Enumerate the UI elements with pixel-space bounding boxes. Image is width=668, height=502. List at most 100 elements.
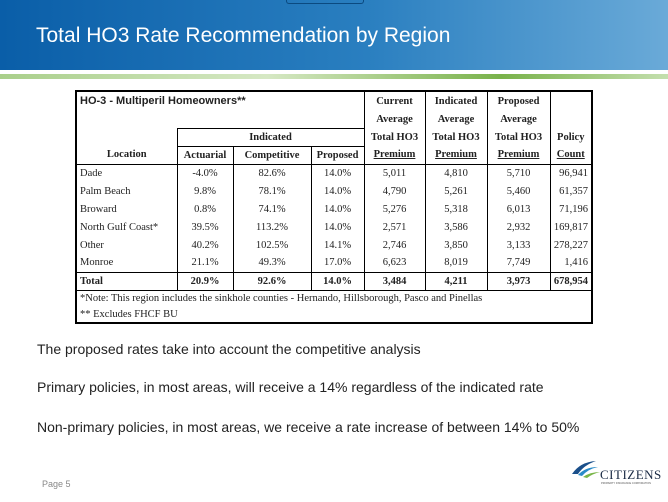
page-number: Page 5 <box>42 479 71 489</box>
header-cell: Current <box>363 92 425 110</box>
value-cell: 8,019 <box>424 254 487 272</box>
header-cell: Count <box>549 146 591 164</box>
total-row: Total 20.9% 92.6% 14.0% 3,484 4,211 3,973 678,9… <box>77 272 591 290</box>
header-cell: Location <box>106 149 147 161</box>
table-row: Broward 0.8% 74.1% 14.0% 5,276 5,318 6,013 71,1… <box>77 200 591 218</box>
value-cell: 2,571 <box>363 218 425 236</box>
header-cell: Indicated <box>424 92 487 110</box>
value-cell: 3,850 <box>424 236 487 254</box>
header-cell: Average <box>486 110 550 128</box>
header-cell: Proposed <box>486 92 550 110</box>
header-cell: Premium <box>486 146 550 164</box>
value-cell: 5,276 <box>363 200 425 218</box>
slide-header: Total HO3 Rate Recommendation by Region <box>0 0 668 70</box>
header-cell: Indicated <box>176 127 364 146</box>
value-cell: 4,211 <box>424 272 487 290</box>
location-cell: North Gulf Coast* <box>80 221 159 233</box>
table-row: North Gulf Coast* 39.5% 113.2% 14.0% 2,571 3,… <box>77 218 591 236</box>
value-cell: 17.0% <box>310 254 364 272</box>
header-cell: Total HO3 <box>486 128 550 146</box>
value-cell: 3,586 <box>424 218 487 236</box>
table-row: Dade -4.0% 82.6% 14.0% 5,011 4,810 5,710 96,941 <box>77 164 591 182</box>
value-cell: 6,623 <box>363 254 425 272</box>
value-cell: 5,318 <box>424 200 487 218</box>
value-cell: 169,817 <box>549 218 591 236</box>
value-cell: 278,227 <box>549 236 591 254</box>
value-cell: 40.2% <box>176 236 233 254</box>
footnote: ** Excludes FHCF BU <box>80 308 178 320</box>
location-cell: Monroe <box>80 257 114 269</box>
value-cell: 3,973 <box>486 272 550 290</box>
value-cell: 678,954 <box>549 272 591 290</box>
table-row: Other 40.2% 102.5% 14.1% 2,746 3,850 3,133 278,… <box>77 236 591 254</box>
value-cell: 14.0% <box>310 272 364 290</box>
value-cell: 39.5% <box>176 218 233 236</box>
value-cell: 3,133 <box>486 236 550 254</box>
value-cell: 4,790 <box>363 182 425 200</box>
header-row-1: HO-3 - Multiperil Homeowners** Current I… <box>77 92 591 110</box>
table-row: Palm Beach 9.8% 78.1% 14.0% 4,790 5,261 5,460 6… <box>77 182 591 200</box>
value-cell: 96,941 <box>549 164 591 182</box>
value-cell: 9.8% <box>176 182 233 200</box>
rate-table: HO-3 - Multiperil Homeowners** Current I… <box>75 90 593 324</box>
footnote: *Note: This region includes the sinkhole… <box>80 292 483 304</box>
value-cell: 4,810 <box>424 164 487 182</box>
header-cell: Average <box>363 110 425 128</box>
header-row-3: Indicated Total HO3 Total HO3 Total HO3 … <box>77 127 591 146</box>
value-cell: 5,261 <box>424 182 487 200</box>
table-caption: HO-3 - Multiperil Homeowners** <box>80 95 246 107</box>
value-cell: 102.5% <box>232 236 311 254</box>
header-cell: Competitive <box>232 145 311 164</box>
header-tab <box>286 0 364 4</box>
header-cell: Average <box>424 110 487 128</box>
value-cell: 3,484 <box>363 272 425 290</box>
value-cell: -4.0% <box>176 164 233 182</box>
value-cell: 6,013 <box>486 200 550 218</box>
value-cell: 92.6% <box>232 272 311 290</box>
value-cell: 0.8% <box>176 200 233 218</box>
value-cell: 82.6% <box>232 164 311 182</box>
value-cell: 71,196 <box>549 200 591 218</box>
location-cell: Palm Beach <box>80 185 131 197</box>
location-cell: Total <box>80 275 103 287</box>
divider-green <box>0 74 668 79</box>
value-cell: 5,460 <box>486 182 550 200</box>
header-row-4: Location Actuarial Competitive Proposed … <box>77 145 591 164</box>
location-cell: Other <box>80 239 104 251</box>
location-cell: Broward <box>80 203 117 215</box>
value-cell: 14.0% <box>310 164 364 182</box>
value-cell: 14.0% <box>310 218 364 236</box>
value-cell: 113.2% <box>232 218 311 236</box>
value-cell: 7,749 <box>486 254 550 272</box>
value-cell: 2,932 <box>486 218 550 236</box>
value-cell: 21.1% <box>176 254 233 272</box>
table-row: Monroe 21.1% 49.3% 17.0% 6,623 8,019 7,749 1,41… <box>77 254 591 272</box>
header-cell: Policy <box>549 128 591 146</box>
citizens-logo: CITIZENS PROPERTY INSURANCE CORPORATION <box>570 458 666 486</box>
divider <box>0 70 668 74</box>
value-cell: 74.1% <box>232 200 311 218</box>
svg-text:PROPERTY INSURANCE CORPORATION: PROPERTY INSURANCE CORPORATION <box>601 481 651 485</box>
value-cell: 1,416 <box>549 254 591 272</box>
location-cell: Dade <box>80 167 103 179</box>
header-cell: Premium <box>424 146 487 164</box>
slide-title: Total HO3 Rate Recommendation by Region <box>36 24 451 47</box>
bullet-text: Primary policies, in most areas, will re… <box>37 379 544 395</box>
value-cell: 20.9% <box>176 272 233 290</box>
header-row-2: Average Average Average <box>77 110 591 128</box>
value-cell: 78.1% <box>232 182 311 200</box>
value-cell: 14.0% <box>310 182 364 200</box>
value-cell: 49.3% <box>232 254 311 272</box>
header-cell: Proposed <box>310 145 364 164</box>
value-cell: 5,710 <box>486 164 550 182</box>
value-cell: 2,746 <box>363 236 425 254</box>
header-cell: Premium <box>363 146 425 164</box>
svg-text:CITIZENS: CITIZENS <box>600 467 662 482</box>
bullet-text: Non-primary policies, in most areas, we … <box>37 419 580 435</box>
header-cell: Actuarial <box>176 145 233 164</box>
header-cell: Total HO3 <box>424 128 487 146</box>
value-cell: 5,011 <box>363 164 425 182</box>
header-cell: Total HO3 <box>363 128 425 146</box>
bullet-text: The proposed rates take into account the… <box>37 341 421 357</box>
value-cell: 61,357 <box>549 182 591 200</box>
